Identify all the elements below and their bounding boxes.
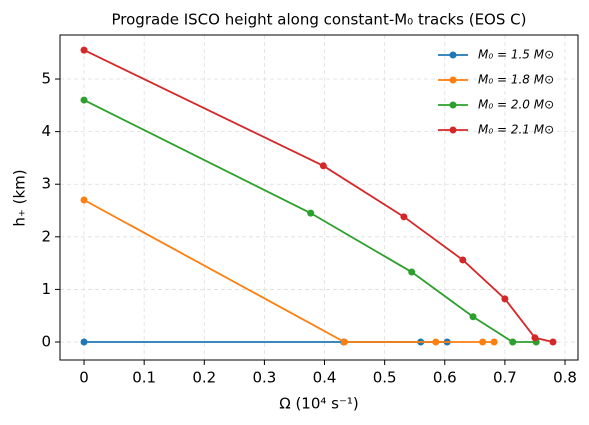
y-tick-label: 5 — [41, 70, 51, 88]
y-tick-label: 1 — [41, 280, 51, 298]
y-tick-label: 0 — [41, 333, 51, 351]
legend-label: M₀ = 2.0 M⊙ — [478, 98, 554, 112]
data-point — [307, 209, 315, 217]
data-point — [509, 338, 517, 346]
x-tick-label: 0.2 — [192, 369, 216, 387]
data-point — [459, 256, 467, 264]
series-line — [83, 49, 554, 343]
plot-frame — [59, 34, 579, 361]
data-point — [549, 338, 557, 346]
y-axis-label: h₊ (km) — [11, 169, 29, 226]
data-point — [340, 338, 348, 346]
x-axis-label: Ω (10⁴ s⁻¹) — [279, 395, 359, 413]
x-tick-label: 0.6 — [433, 369, 457, 387]
series-line — [83, 99, 537, 343]
x-tick-label: 0.1 — [132, 369, 156, 387]
legend-label: M₀ = 2.1 M⊙ — [478, 123, 554, 137]
data-point — [319, 162, 327, 170]
data-point — [490, 338, 498, 346]
x-tick-label: 0.7 — [493, 369, 517, 387]
data-point — [80, 46, 88, 54]
y-tick-label: 4 — [41, 122, 51, 140]
data-point — [80, 338, 88, 346]
data-point — [400, 213, 408, 221]
chart-title: Prograde ISCO height along constant-M₀ t… — [112, 11, 527, 29]
data-point — [80, 196, 88, 204]
x-tick-label: 0.4 — [313, 369, 337, 387]
data-point — [432, 338, 440, 346]
data-point — [479, 338, 487, 346]
data-point — [531, 334, 539, 342]
legend-marker — [449, 76, 457, 84]
legend-marker — [449, 126, 457, 134]
legend-marker — [449, 101, 457, 109]
data-point — [80, 96, 88, 104]
data-point — [501, 295, 509, 303]
data-point — [469, 313, 477, 321]
x-tick-label: 0.3 — [252, 369, 276, 387]
y-tick-label: 3 — [41, 175, 51, 193]
series-line — [83, 199, 495, 343]
legend-label: M₀ = 1.5 M⊙ — [478, 48, 554, 62]
x-tick-label: 0 — [79, 369, 89, 387]
y-tick-label: 2 — [41, 227, 51, 245]
legend-marker — [449, 51, 457, 59]
legend-label: M₀ = 1.8 M⊙ — [478, 73, 554, 87]
x-tick-label: 0.5 — [373, 369, 397, 387]
data-point — [408, 268, 416, 276]
x-tick-label: 0.8 — [553, 369, 577, 387]
